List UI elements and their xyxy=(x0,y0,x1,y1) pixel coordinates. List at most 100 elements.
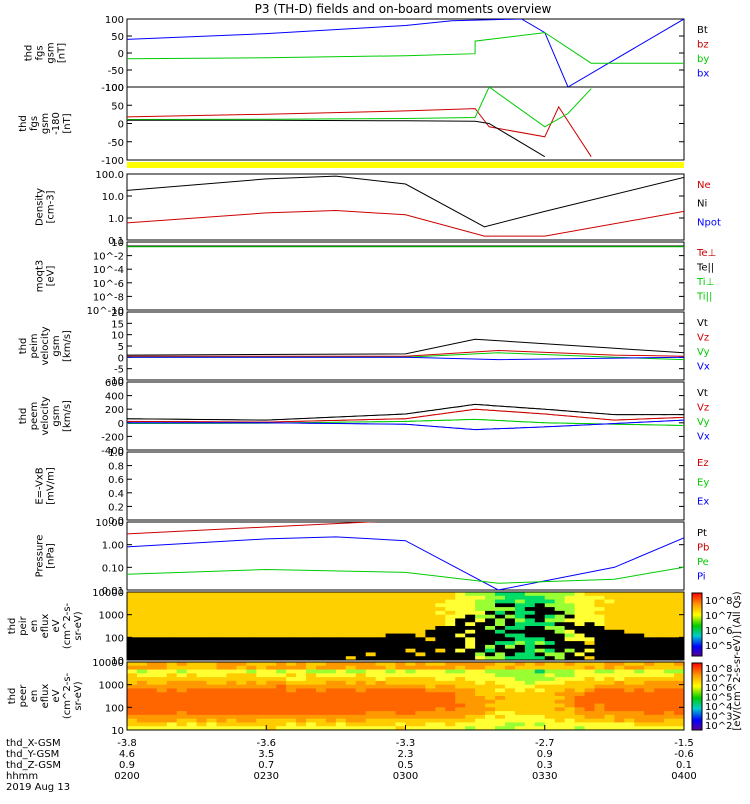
spectrogram-cell xyxy=(246,592,257,597)
spectrogram-cell xyxy=(216,648,228,654)
spectrogram-cell xyxy=(465,703,476,708)
spectrogram-cell xyxy=(236,607,247,612)
spectrogram-cell xyxy=(166,637,178,642)
spectrogram-cell xyxy=(604,692,615,697)
spectrogram-cell xyxy=(415,603,426,608)
spectrogram-cell xyxy=(345,622,357,627)
spectrogram-cell xyxy=(206,684,218,690)
spectrogram-cell xyxy=(524,718,536,724)
spectrogram-cell xyxy=(286,714,297,720)
spectrogram-cell xyxy=(544,673,556,678)
spectrogram-cell xyxy=(156,722,168,727)
spectrogram-cell xyxy=(514,648,526,654)
spectrogram-cell xyxy=(584,595,596,601)
y-tick-label: 0 xyxy=(118,120,124,131)
spectrogram-cell xyxy=(644,722,655,727)
spectrogram-cell xyxy=(395,726,407,730)
spectrogram-cell xyxy=(315,696,327,701)
spectrogram-cell xyxy=(156,599,168,604)
spectrogram-cell xyxy=(504,637,516,642)
spectrogram-cell xyxy=(355,648,367,654)
spectrogram-cell xyxy=(325,607,337,612)
spectrogram-cell xyxy=(385,703,397,708)
spectrogram-cell xyxy=(176,633,188,638)
spectrogram-cell xyxy=(206,688,218,693)
spectrogram-cell xyxy=(624,633,635,638)
spectrogram-cell xyxy=(624,684,635,690)
spectrogram-cell xyxy=(504,652,516,657)
spectrogram-cell xyxy=(654,626,665,631)
spectrogram-cell xyxy=(674,626,684,631)
spectrogram-cell xyxy=(524,665,536,671)
spectrogram-cell xyxy=(514,722,526,727)
spectrogram-cell xyxy=(127,718,138,724)
y-tick-label: 0.01 xyxy=(102,586,124,597)
spectrogram-cell xyxy=(196,692,208,697)
spectrogram-cell xyxy=(485,629,496,635)
spectrogram-cell xyxy=(504,722,516,727)
spectrogram-cell xyxy=(246,703,257,708)
spectrogram-cell xyxy=(385,718,397,724)
y-axis-label-line: velocity xyxy=(40,326,51,365)
spectrogram-cell xyxy=(445,614,456,620)
y-axis-label-line: (cm^2-s- xyxy=(62,602,73,649)
y-axis-label-line: fgs xyxy=(29,116,40,131)
y-axis-label-line: peir xyxy=(18,615,29,635)
spectrogram-cell xyxy=(236,614,247,620)
spectrogram-cell xyxy=(166,641,178,646)
spectrogram-cell xyxy=(584,688,596,693)
spectrogram-cell xyxy=(355,592,367,597)
spectrogram-cell xyxy=(325,688,337,693)
spectrogram-cell xyxy=(266,688,277,693)
spectrogram-cell xyxy=(475,707,486,712)
spectrogram-cell xyxy=(554,669,566,674)
spectrogram-cell xyxy=(315,637,327,642)
spectrogram-cell xyxy=(246,648,257,654)
spectrogram-cell xyxy=(644,696,655,701)
spectrogram-cell xyxy=(524,688,536,693)
spectrogram-cell xyxy=(534,718,546,724)
spectrogram-cell xyxy=(286,688,297,693)
spectrogram-cell xyxy=(614,644,625,650)
y-axis-label: thd peem velocity gsm [km/s] xyxy=(18,396,73,435)
spectrogram-cell xyxy=(325,610,337,616)
y-tick-label: 0.6 xyxy=(108,475,124,486)
spectrogram-cell xyxy=(544,662,556,667)
spectrogram-cell xyxy=(296,714,307,720)
spectrogram-cell xyxy=(127,592,138,597)
spectrogram-cell xyxy=(455,688,466,693)
spectrogram-cell xyxy=(335,656,347,660)
spectrogram-cell xyxy=(495,722,506,727)
spectrogram-cell xyxy=(176,707,188,712)
y-axis-label-line: peer xyxy=(18,684,29,708)
spectrogram-cell xyxy=(306,641,317,646)
x-tick-label: -3.6 xyxy=(256,738,276,749)
spectrogram-cell xyxy=(554,662,566,667)
spectrogram-cell xyxy=(385,607,397,612)
spectrogram-cell xyxy=(614,722,625,727)
spectrogram-cell xyxy=(574,599,586,604)
spectrogram-cell xyxy=(325,718,337,724)
spectrogram-cell xyxy=(644,711,655,716)
spectrogram-cell xyxy=(296,637,307,642)
spectrogram-cell xyxy=(266,595,277,601)
spectrogram-cell xyxy=(534,648,546,654)
spectrogram-cell xyxy=(266,618,277,623)
spectrogram-cell xyxy=(136,703,148,708)
spectrogram-cell xyxy=(375,595,387,601)
spectrogram-cell xyxy=(196,684,208,690)
spectrogram-cell xyxy=(365,726,377,730)
spectrogram-cell xyxy=(216,652,228,657)
spectrogram-cell xyxy=(216,607,228,612)
spectrogram-cell xyxy=(425,595,436,601)
spectrogram-cell xyxy=(355,669,367,674)
spectrogram-cell xyxy=(604,595,615,601)
spectrogram-cell xyxy=(405,614,417,620)
spectrogram-cell xyxy=(534,692,546,697)
spectrogram-cell xyxy=(156,696,168,701)
spectrogram-cell xyxy=(325,592,337,597)
spectrogram-cell xyxy=(594,648,606,654)
spectrogram-cell xyxy=(554,656,566,660)
spectrogram-cell xyxy=(475,603,486,608)
